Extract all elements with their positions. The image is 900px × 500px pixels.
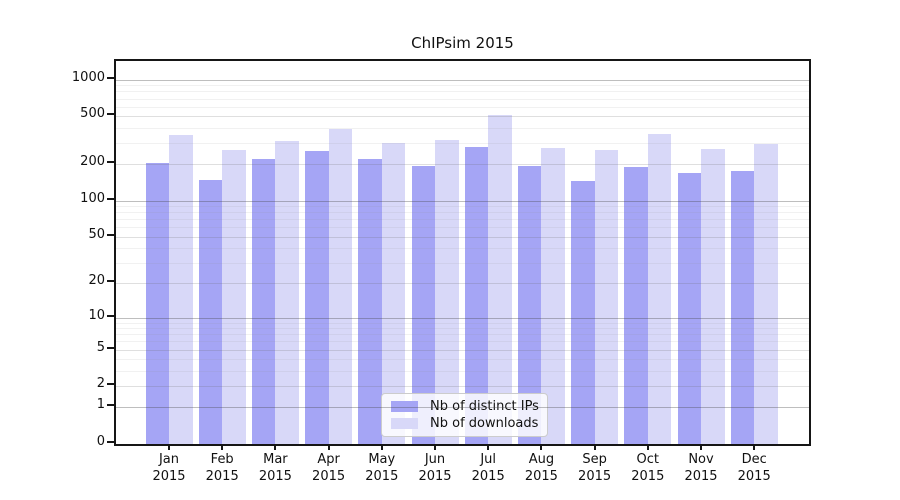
y-tick-mark-1	[107, 404, 114, 407]
x-tick-label-feb: Feb 2015	[205, 452, 239, 484]
x-tick-label-may: May 2015	[365, 452, 399, 484]
legend-swatch-downloads	[391, 418, 418, 430]
y-tick-label-0: 0	[96, 434, 105, 449]
bar-jun-distinct-ips	[411, 166, 435, 444]
x-tick-mark-aug	[540, 444, 543, 450]
x-tick-mark-sep	[593, 444, 596, 450]
y-tick-label-200: 200	[80, 154, 105, 170]
legend-item-distinct-ips: Nb of distinct IPs	[391, 398, 539, 414]
y-tick-label-50: 50	[88, 226, 105, 242]
bar-nov-distinct-ips	[677, 173, 701, 444]
y-tick-label-5: 5	[96, 339, 105, 355]
bar-apr-distinct-ips	[305, 150, 329, 444]
legend-label-distinct-ips: Nb of distinct IPs	[430, 398, 539, 414]
bar-oct-distinct-ips	[624, 167, 648, 444]
x-tick-label-mar: Mar 2015	[258, 452, 292, 484]
x-tick-mark-jan	[168, 444, 170, 450]
x-tick-mark-apr	[327, 444, 330, 450]
bar-dec-downloads	[754, 144, 778, 444]
x-tick-mark-may	[380, 444, 383, 450]
x-tick-label-dec: Dec 2015	[737, 452, 771, 484]
x-tick-label-sep: Sep 2015	[578, 452, 612, 484]
x-tick-label-jan: Jan 2015	[152, 452, 186, 484]
y-tick-label-2: 2	[96, 376, 105, 392]
y-tick-label-100: 100	[80, 190, 105, 206]
bar-apr-downloads	[328, 129, 353, 444]
bar-jan-downloads	[169, 135, 193, 444]
bar-feb-downloads	[222, 149, 246, 444]
y-tick-label-10: 10	[88, 307, 105, 323]
legend-label-downloads: Nb of downloads	[430, 416, 539, 432]
bar-sep-downloads	[594, 150, 619, 444]
y-tick-label-1000: 1000	[71, 69, 105, 85]
x-tick-mark-dec	[753, 444, 756, 450]
y-tick-mark-1000	[107, 76, 114, 79]
x-tick-mark-feb	[221, 444, 224, 450]
x-tick-label-oct: Oct 2015	[631, 452, 665, 484]
y-tick-label-500: 500	[80, 106, 105, 122]
y-tick-label-20: 20	[88, 273, 105, 289]
legend-swatch-distinct-ips	[391, 400, 418, 412]
bar-aug-downloads	[541, 147, 565, 444]
bar-oct-downloads	[647, 134, 672, 444]
y-tick-label-1: 1	[96, 397, 105, 413]
x-tick-mark-jun	[434, 444, 436, 450]
bar-may-downloads	[381, 143, 406, 444]
x-tick-mark-nov	[700, 444, 702, 450]
y-tick-mark-2	[107, 383, 114, 386]
chart-title: ChIPsim 2015	[411, 34, 514, 52]
bar-mar-distinct-ips	[251, 159, 276, 444]
y-tick-mark-20	[107, 280, 114, 283]
bar-aug-distinct-ips	[517, 165, 542, 444]
bar-feb-distinct-ips	[198, 179, 223, 444]
bar-sep-distinct-ips	[571, 180, 595, 444]
y-tick-mark-5	[107, 346, 114, 349]
y-tick-mark-200	[107, 161, 114, 164]
bar-mar-downloads	[275, 141, 299, 444]
x-tick-mark-mar	[274, 444, 277, 450]
x-tick-label-jul: Jul 2015	[471, 452, 505, 484]
x-tick-label-aug: Aug 2015	[524, 452, 558, 484]
bar-dec-distinct-ips	[730, 170, 755, 444]
x-tick-label-apr: Apr 2015	[312, 452, 346, 484]
legend: Nb of distinct IPs Nb of downloads	[381, 393, 548, 437]
bar-jul-downloads	[488, 115, 512, 444]
bar-jul-distinct-ips	[464, 146, 489, 444]
y-tick-mark-10	[107, 314, 114, 317]
x-tick-label-nov: Nov 2015	[684, 452, 718, 484]
bar-nov-downloads	[701, 149, 725, 444]
y-tick-mark-50	[107, 233, 114, 236]
x-tick-mark-jul	[487, 444, 490, 450]
plot-area	[114, 59, 811, 446]
bar-jun-downloads	[435, 139, 459, 444]
y-tick-mark-500	[107, 113, 114, 116]
x-tick-mark-oct	[646, 444, 649, 450]
y-tick-mark-100	[107, 197, 114, 200]
legend-item-downloads: Nb of downloads	[391, 416, 538, 431]
y-tick-mark-0	[107, 441, 114, 443]
bar-jan-distinct-ips	[145, 163, 169, 444]
x-tick-label-jun: Jun 2015	[418, 452, 452, 484]
bar-may-distinct-ips	[358, 158, 382, 444]
